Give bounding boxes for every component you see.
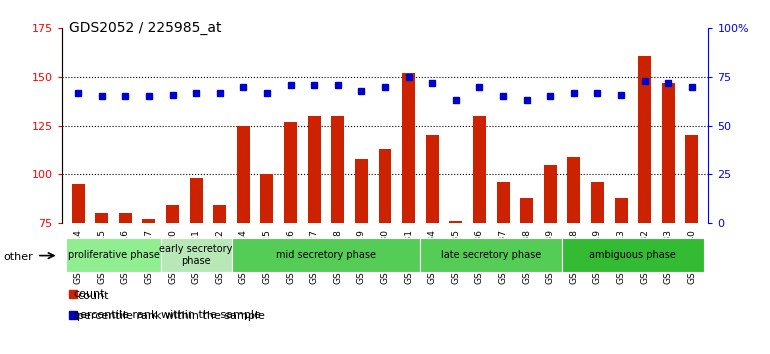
Text: proliferative phase: proliferative phase [68,250,159,260]
Text: GDS2052 / 225985_at: GDS2052 / 225985_at [69,21,222,35]
Bar [638,56,651,223]
FancyBboxPatch shape [420,238,562,272]
Bar [72,184,85,223]
FancyBboxPatch shape [161,238,232,272]
FancyBboxPatch shape [562,238,704,272]
Bar [308,116,320,223]
Bar [166,205,179,223]
Bar [402,73,415,223]
Bar [614,198,628,223]
Bar [331,116,344,223]
Bar [661,83,675,223]
FancyBboxPatch shape [232,238,420,272]
Bar [591,182,604,223]
Text: late secretory phase: late secretory phase [441,250,541,260]
Bar [544,165,557,223]
Bar [567,157,581,223]
Text: percentile rank within the sample: percentile rank within the sample [77,310,265,321]
Bar [355,159,368,223]
Bar [284,122,297,223]
Text: count: count [77,291,109,301]
Text: percentile rank within the sample: percentile rank within the sample [73,310,261,320]
Bar [685,135,698,223]
Text: count: count [73,289,105,299]
Bar [142,219,156,223]
Bar [521,198,533,223]
Bar [497,182,510,223]
Bar [237,126,249,223]
Text: early secretory
phase: early secretory phase [159,244,233,266]
Text: other: other [4,252,34,262]
Bar [213,205,226,223]
Bar [426,135,439,223]
Text: mid secretory phase: mid secretory phase [276,250,376,260]
Text: ambiguous phase: ambiguous phase [589,250,676,260]
Bar [260,174,273,223]
Bar [379,149,391,223]
FancyBboxPatch shape [66,238,161,272]
Bar [473,116,486,223]
Bar [189,178,203,223]
Bar [95,213,109,223]
Bar [119,213,132,223]
Bar [450,221,462,223]
